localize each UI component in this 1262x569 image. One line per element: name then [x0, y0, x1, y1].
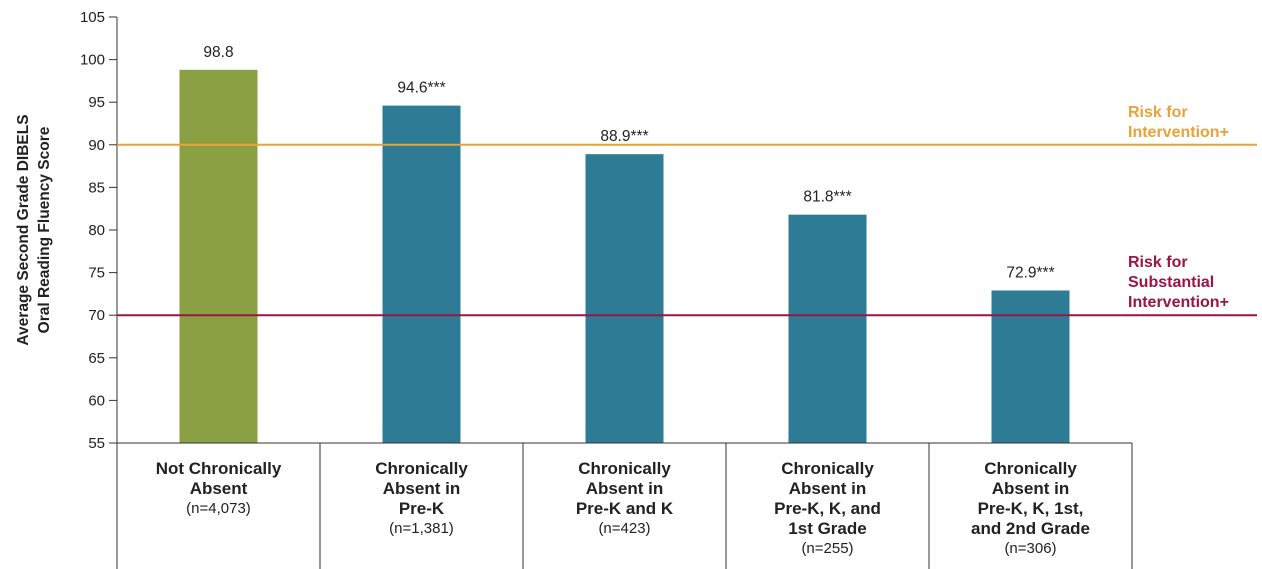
reference-line-label: Intervention+ [1128, 124, 1229, 141]
data-label: 98.8 [203, 44, 233, 61]
reference-line-label: Substantial [1128, 274, 1214, 291]
category-label: Absent in [789, 479, 866, 498]
category-count: (n=4,073) [186, 500, 251, 517]
category-count: (n=306) [1004, 540, 1056, 557]
category-label: Pre-K [399, 499, 445, 518]
y-tick-label: 90 [88, 137, 105, 154]
y-tick-label: 105 [80, 9, 105, 26]
data-label: 88.9*** [600, 128, 648, 145]
bar [991, 290, 1070, 443]
y-tick-label: 100 [80, 52, 105, 69]
category-label: and 2nd Grade [971, 519, 1090, 538]
category-label: Absent in [992, 479, 1069, 498]
category-label: Pre-K and K [576, 499, 674, 518]
category-label: Absent [190, 479, 248, 498]
category-label: Absent in [383, 479, 460, 498]
category-label: Chronically [781, 459, 874, 478]
bar [382, 105, 461, 443]
y-tick-label: 70 [88, 307, 105, 324]
y-tick-label: 65 [88, 350, 105, 367]
reference-line-label: Risk for [1128, 104, 1188, 121]
category-count: (n=1,381) [389, 520, 454, 537]
category-label: Chronically [984, 459, 1077, 478]
data-label: 81.8*** [803, 189, 851, 206]
category-label: Absent in [586, 479, 663, 498]
bar [788, 214, 867, 443]
data-label: 94.6*** [397, 80, 445, 97]
y-tick-label: 85 [88, 179, 105, 196]
category-label: Pre-K, K, 1st, [978, 499, 1084, 518]
reference-line-label: Intervention+ [1128, 294, 1229, 311]
y-tick-label: 55 [88, 435, 105, 452]
y-tick-label: 60 [88, 392, 105, 409]
bar [585, 154, 664, 443]
category-count: (n=255) [801, 540, 853, 557]
bar [179, 69, 258, 443]
y-tick-label: 75 [88, 265, 105, 282]
category-label: Chronically [375, 459, 468, 478]
y-axis-title-line: Oral Reading Fluency Score [36, 126, 53, 333]
y-axis-title-line: Average Second Grade DIBELS [15, 114, 32, 345]
category-label: Chronically [578, 459, 671, 478]
category-label: Not Chronically [156, 459, 282, 478]
y-tick-label: 80 [88, 222, 105, 239]
reference-line-label: Risk for [1128, 254, 1188, 271]
data-label: 72.9*** [1006, 264, 1054, 281]
y-tick-label: 95 [88, 94, 105, 111]
category-label: 1st Grade [788, 519, 866, 538]
category-count: (n=423) [598, 520, 650, 537]
category-label: Pre-K, K, and [774, 499, 881, 518]
